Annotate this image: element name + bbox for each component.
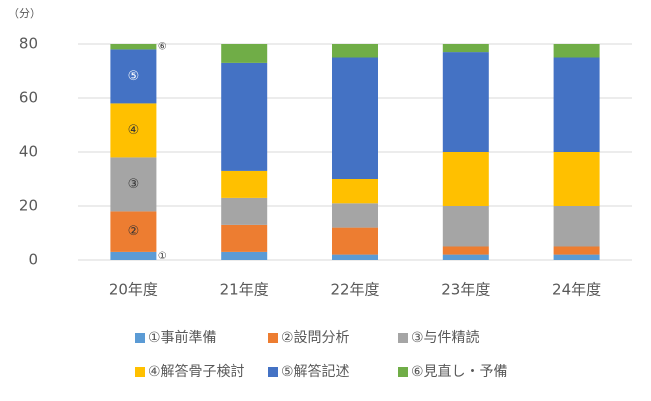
bar-segment xyxy=(442,44,489,53)
y-unit: （分） xyxy=(8,7,41,20)
segment-label: ⑥ xyxy=(158,42,167,53)
segment-label: ① xyxy=(158,251,167,262)
bar-segment xyxy=(553,254,600,260)
x-tick-label: 20年度 xyxy=(109,281,158,299)
legend-label: ⑥見直し・予備 xyxy=(411,363,508,380)
legend-swatch xyxy=(268,333,278,343)
bar-segment xyxy=(442,246,489,255)
bar-segment xyxy=(221,44,268,63)
legend-swatch xyxy=(135,367,145,377)
bar-segment xyxy=(332,254,378,260)
bar-segment xyxy=(442,254,489,260)
y-tick-label: 20 xyxy=(19,197,38,215)
legend-label: ③与件精読 xyxy=(411,329,480,346)
segment-label: ② xyxy=(128,224,140,239)
bar-segment xyxy=(553,152,600,206)
bar-segment xyxy=(110,49,157,104)
legend-swatch xyxy=(398,367,408,377)
y-tick-label: 0 xyxy=(28,251,38,269)
bar-segment xyxy=(110,103,157,158)
bar-segment xyxy=(332,179,378,204)
bar-segment xyxy=(110,157,157,212)
bar-segment xyxy=(110,251,157,260)
legend-label: ④解答骨子検討 xyxy=(148,363,245,380)
bar-segment xyxy=(332,203,378,228)
bar-segment xyxy=(553,246,600,255)
legend-swatch xyxy=(135,333,145,343)
legend-label: ⑤解答記述 xyxy=(281,363,350,380)
legend-label: ①事前準備 xyxy=(148,329,217,346)
segment-label: ③ xyxy=(128,177,140,192)
bar-segment xyxy=(553,44,600,58)
segment-label: ④ xyxy=(128,123,140,138)
bar-segment xyxy=(221,197,268,225)
bar-segment xyxy=(332,227,378,255)
bar-segment xyxy=(221,62,268,171)
bar-segment xyxy=(442,152,489,206)
segment-label: ⑤ xyxy=(128,69,140,84)
bar-segment xyxy=(332,44,378,58)
x-tick-label: 22年度 xyxy=(330,281,379,299)
y-tick-label: 40 xyxy=(19,143,38,161)
bar-segment xyxy=(442,206,489,247)
bar-segment xyxy=(221,224,268,252)
bar-segment xyxy=(221,170,268,198)
bar-segment xyxy=(332,57,378,179)
legend-label: ②設問分析 xyxy=(281,330,350,346)
bar-segment xyxy=(553,57,600,152)
x-tick-label: 24年度 xyxy=(552,281,601,299)
bar-segment xyxy=(110,44,157,50)
x-tick-label: 21年度 xyxy=(220,281,269,299)
bar-segment xyxy=(442,52,489,152)
bar-segment xyxy=(221,251,268,260)
legend-swatch xyxy=(268,367,278,377)
bar-segment xyxy=(110,211,157,252)
bar-segment xyxy=(553,206,600,247)
legend-swatch xyxy=(398,333,408,343)
y-tick-label: 60 xyxy=(19,89,38,107)
y-tick-label: 80 xyxy=(19,35,38,53)
x-tick-label: 23年度 xyxy=(441,281,490,299)
